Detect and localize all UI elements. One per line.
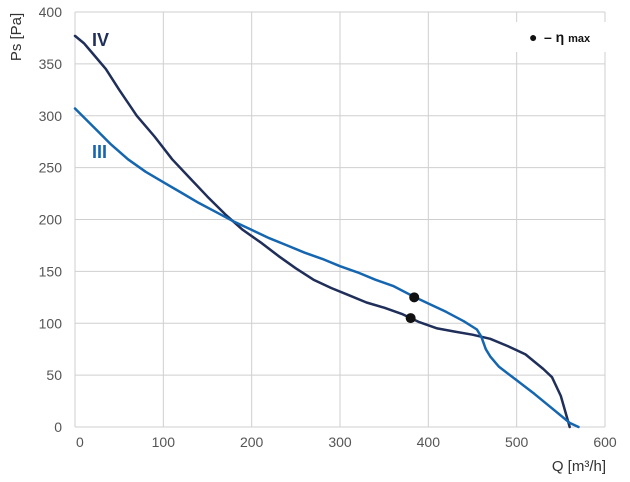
y-tick-label: 350 (39, 56, 63, 72)
x-tick-label: 300 (328, 434, 352, 450)
eta-max-points (405, 292, 420, 324)
y-tick-label: 300 (39, 108, 63, 124)
x-tick-label: 500 (505, 434, 529, 450)
y-tick-label: 200 (39, 212, 63, 228)
curves (73, 34, 580, 429)
legend-text: – η max (544, 29, 591, 45)
x-tick-label: 600 (593, 434, 617, 450)
legend-background (515, 22, 607, 52)
y-tick-label: 400 (39, 4, 63, 20)
series-label-iv: IV (92, 30, 109, 50)
curve-iv (73, 34, 571, 429)
x-axis-label: Q [m³/h] (552, 458, 606, 475)
x-tick-label: 0 (76, 434, 84, 450)
grid (74, 11, 606, 428)
y-tick-label: 150 (39, 263, 63, 279)
y-axis-ticks: 0 50 100 150 200 250 300 350 400 (39, 4, 63, 435)
eta-max-point-iii (409, 292, 420, 303)
curve-iii (73, 107, 580, 429)
x-tick-label: 200 (240, 434, 264, 450)
y-tick-label: 50 (46, 367, 62, 383)
series-label-iii: III (92, 142, 107, 162)
legend: ● – η max (515, 22, 607, 52)
x-tick-label: 100 (152, 434, 176, 450)
legend-subscript: max (568, 33, 591, 45)
eta-max-point-iv (405, 313, 416, 324)
y-tick-label: 250 (39, 160, 63, 176)
y-tick-label: 0 (54, 419, 62, 435)
y-tick-label: 100 (39, 315, 63, 331)
legend-eta: – η (544, 29, 564, 45)
legend-marker: ● (529, 29, 537, 45)
y-axis-label: Ps [Pa] (8, 13, 25, 61)
x-tick-label: 400 (417, 434, 441, 450)
x-axis-ticks: 0 100 200 300 400 500 600 (76, 434, 617, 450)
